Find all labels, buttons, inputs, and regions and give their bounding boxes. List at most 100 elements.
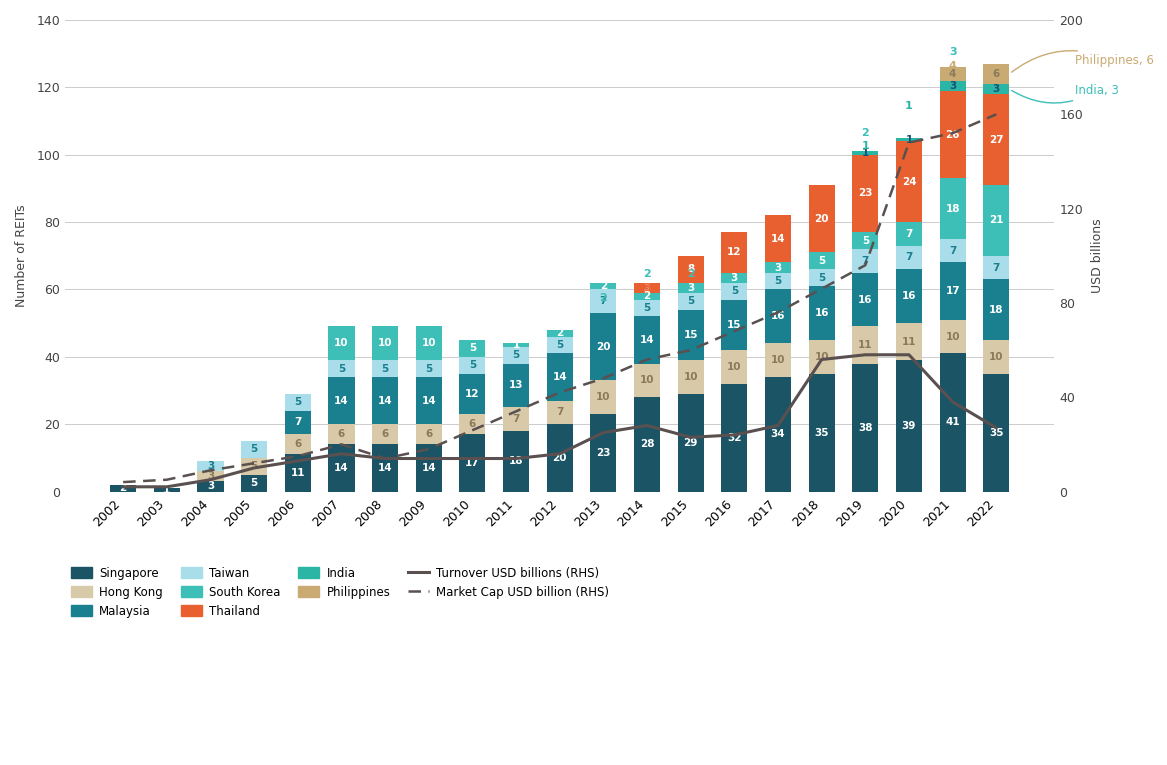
Text: 3: 3 bbox=[775, 262, 782, 272]
Text: 20: 20 bbox=[596, 342, 610, 352]
Text: 16: 16 bbox=[902, 291, 916, 301]
Text: 21: 21 bbox=[990, 216, 1004, 226]
Text: 3: 3 bbox=[643, 283, 651, 293]
Bar bbox=[197, 481, 224, 492]
Text: 17: 17 bbox=[466, 458, 480, 468]
Text: 24: 24 bbox=[902, 177, 916, 187]
Text: 26: 26 bbox=[945, 129, 960, 139]
Bar bbox=[764, 215, 791, 262]
Bar bbox=[372, 424, 398, 444]
Text: 12: 12 bbox=[727, 247, 741, 257]
Bar bbox=[984, 84, 1009, 94]
Bar bbox=[591, 380, 616, 414]
Bar bbox=[591, 289, 616, 313]
Bar bbox=[939, 320, 966, 353]
Text: 5: 5 bbox=[294, 397, 301, 407]
Text: 7: 7 bbox=[906, 252, 913, 262]
Bar bbox=[852, 155, 879, 233]
Text: 5: 5 bbox=[251, 478, 258, 488]
Bar bbox=[764, 289, 791, 343]
Bar bbox=[852, 327, 879, 363]
Bar bbox=[197, 461, 224, 471]
Text: 2: 2 bbox=[643, 291, 651, 301]
Bar bbox=[285, 454, 310, 492]
Text: 28: 28 bbox=[640, 439, 655, 449]
Bar bbox=[984, 185, 1009, 256]
Text: 13: 13 bbox=[509, 380, 523, 390]
Text: 38: 38 bbox=[858, 422, 873, 432]
Bar bbox=[328, 444, 355, 492]
Bar bbox=[503, 343, 529, 347]
Bar bbox=[591, 283, 616, 289]
Text: 10: 10 bbox=[378, 338, 392, 348]
Bar bbox=[546, 401, 573, 424]
Text: 10: 10 bbox=[770, 355, 785, 365]
Bar bbox=[678, 293, 704, 310]
Text: 5: 5 bbox=[425, 363, 432, 373]
Bar bbox=[721, 233, 747, 272]
Text: 3: 3 bbox=[993, 84, 1000, 94]
Text: 5: 5 bbox=[469, 360, 476, 370]
Bar bbox=[809, 252, 834, 269]
Text: 1: 1 bbox=[163, 485, 170, 495]
Text: 35: 35 bbox=[990, 428, 1004, 438]
Text: 34: 34 bbox=[770, 429, 785, 439]
Text: 10: 10 bbox=[945, 331, 960, 342]
Text: 18: 18 bbox=[509, 456, 523, 466]
Bar bbox=[721, 350, 747, 384]
Bar bbox=[415, 424, 442, 444]
Bar bbox=[809, 340, 834, 373]
Bar bbox=[415, 377, 442, 424]
Text: 14: 14 bbox=[640, 335, 655, 345]
Bar bbox=[678, 256, 704, 283]
Bar bbox=[852, 233, 879, 249]
Bar bbox=[852, 363, 879, 492]
Text: 1: 1 bbox=[512, 340, 519, 350]
Bar bbox=[546, 424, 573, 492]
Text: 6: 6 bbox=[993, 69, 1000, 79]
Bar bbox=[939, 67, 966, 80]
Text: 4: 4 bbox=[949, 69, 956, 79]
Bar bbox=[634, 397, 661, 492]
Text: 23: 23 bbox=[858, 188, 873, 198]
Bar bbox=[721, 272, 747, 283]
Text: 5: 5 bbox=[731, 286, 738, 296]
Bar bbox=[896, 142, 922, 222]
Text: 14: 14 bbox=[334, 463, 349, 473]
Text: 32: 32 bbox=[727, 433, 741, 443]
Bar bbox=[242, 441, 267, 457]
Text: 10: 10 bbox=[640, 376, 655, 386]
Bar bbox=[984, 94, 1009, 185]
Text: 7: 7 bbox=[600, 296, 607, 306]
Text: 5: 5 bbox=[775, 276, 782, 286]
Text: 1: 1 bbox=[906, 135, 913, 145]
Text: 1: 1 bbox=[906, 101, 913, 111]
Bar bbox=[721, 283, 747, 300]
Bar bbox=[634, 293, 661, 300]
Bar bbox=[678, 283, 704, 293]
Text: 2: 2 bbox=[861, 128, 869, 138]
Text: 5: 5 bbox=[251, 444, 258, 454]
Text: 14: 14 bbox=[378, 463, 392, 473]
Text: 10: 10 bbox=[990, 352, 1004, 362]
Bar bbox=[634, 283, 661, 293]
Text: 3: 3 bbox=[207, 461, 214, 471]
Text: 16: 16 bbox=[858, 295, 873, 304]
Bar bbox=[634, 317, 661, 363]
Bar bbox=[984, 256, 1009, 279]
Text: 35: 35 bbox=[815, 428, 829, 438]
Text: Philippines, 6: Philippines, 6 bbox=[1012, 50, 1154, 72]
Text: 10: 10 bbox=[596, 392, 610, 402]
Text: 41: 41 bbox=[945, 418, 960, 428]
Bar bbox=[896, 269, 922, 323]
Text: 6: 6 bbox=[382, 429, 389, 439]
Text: 3: 3 bbox=[643, 283, 651, 293]
Bar bbox=[328, 377, 355, 424]
Text: 27: 27 bbox=[988, 135, 1004, 145]
Text: 2: 2 bbox=[119, 483, 127, 493]
Text: 2: 2 bbox=[687, 269, 694, 279]
Bar bbox=[372, 327, 398, 360]
Text: 16: 16 bbox=[770, 311, 785, 321]
Text: 10: 10 bbox=[421, 338, 436, 348]
Bar bbox=[984, 340, 1009, 373]
